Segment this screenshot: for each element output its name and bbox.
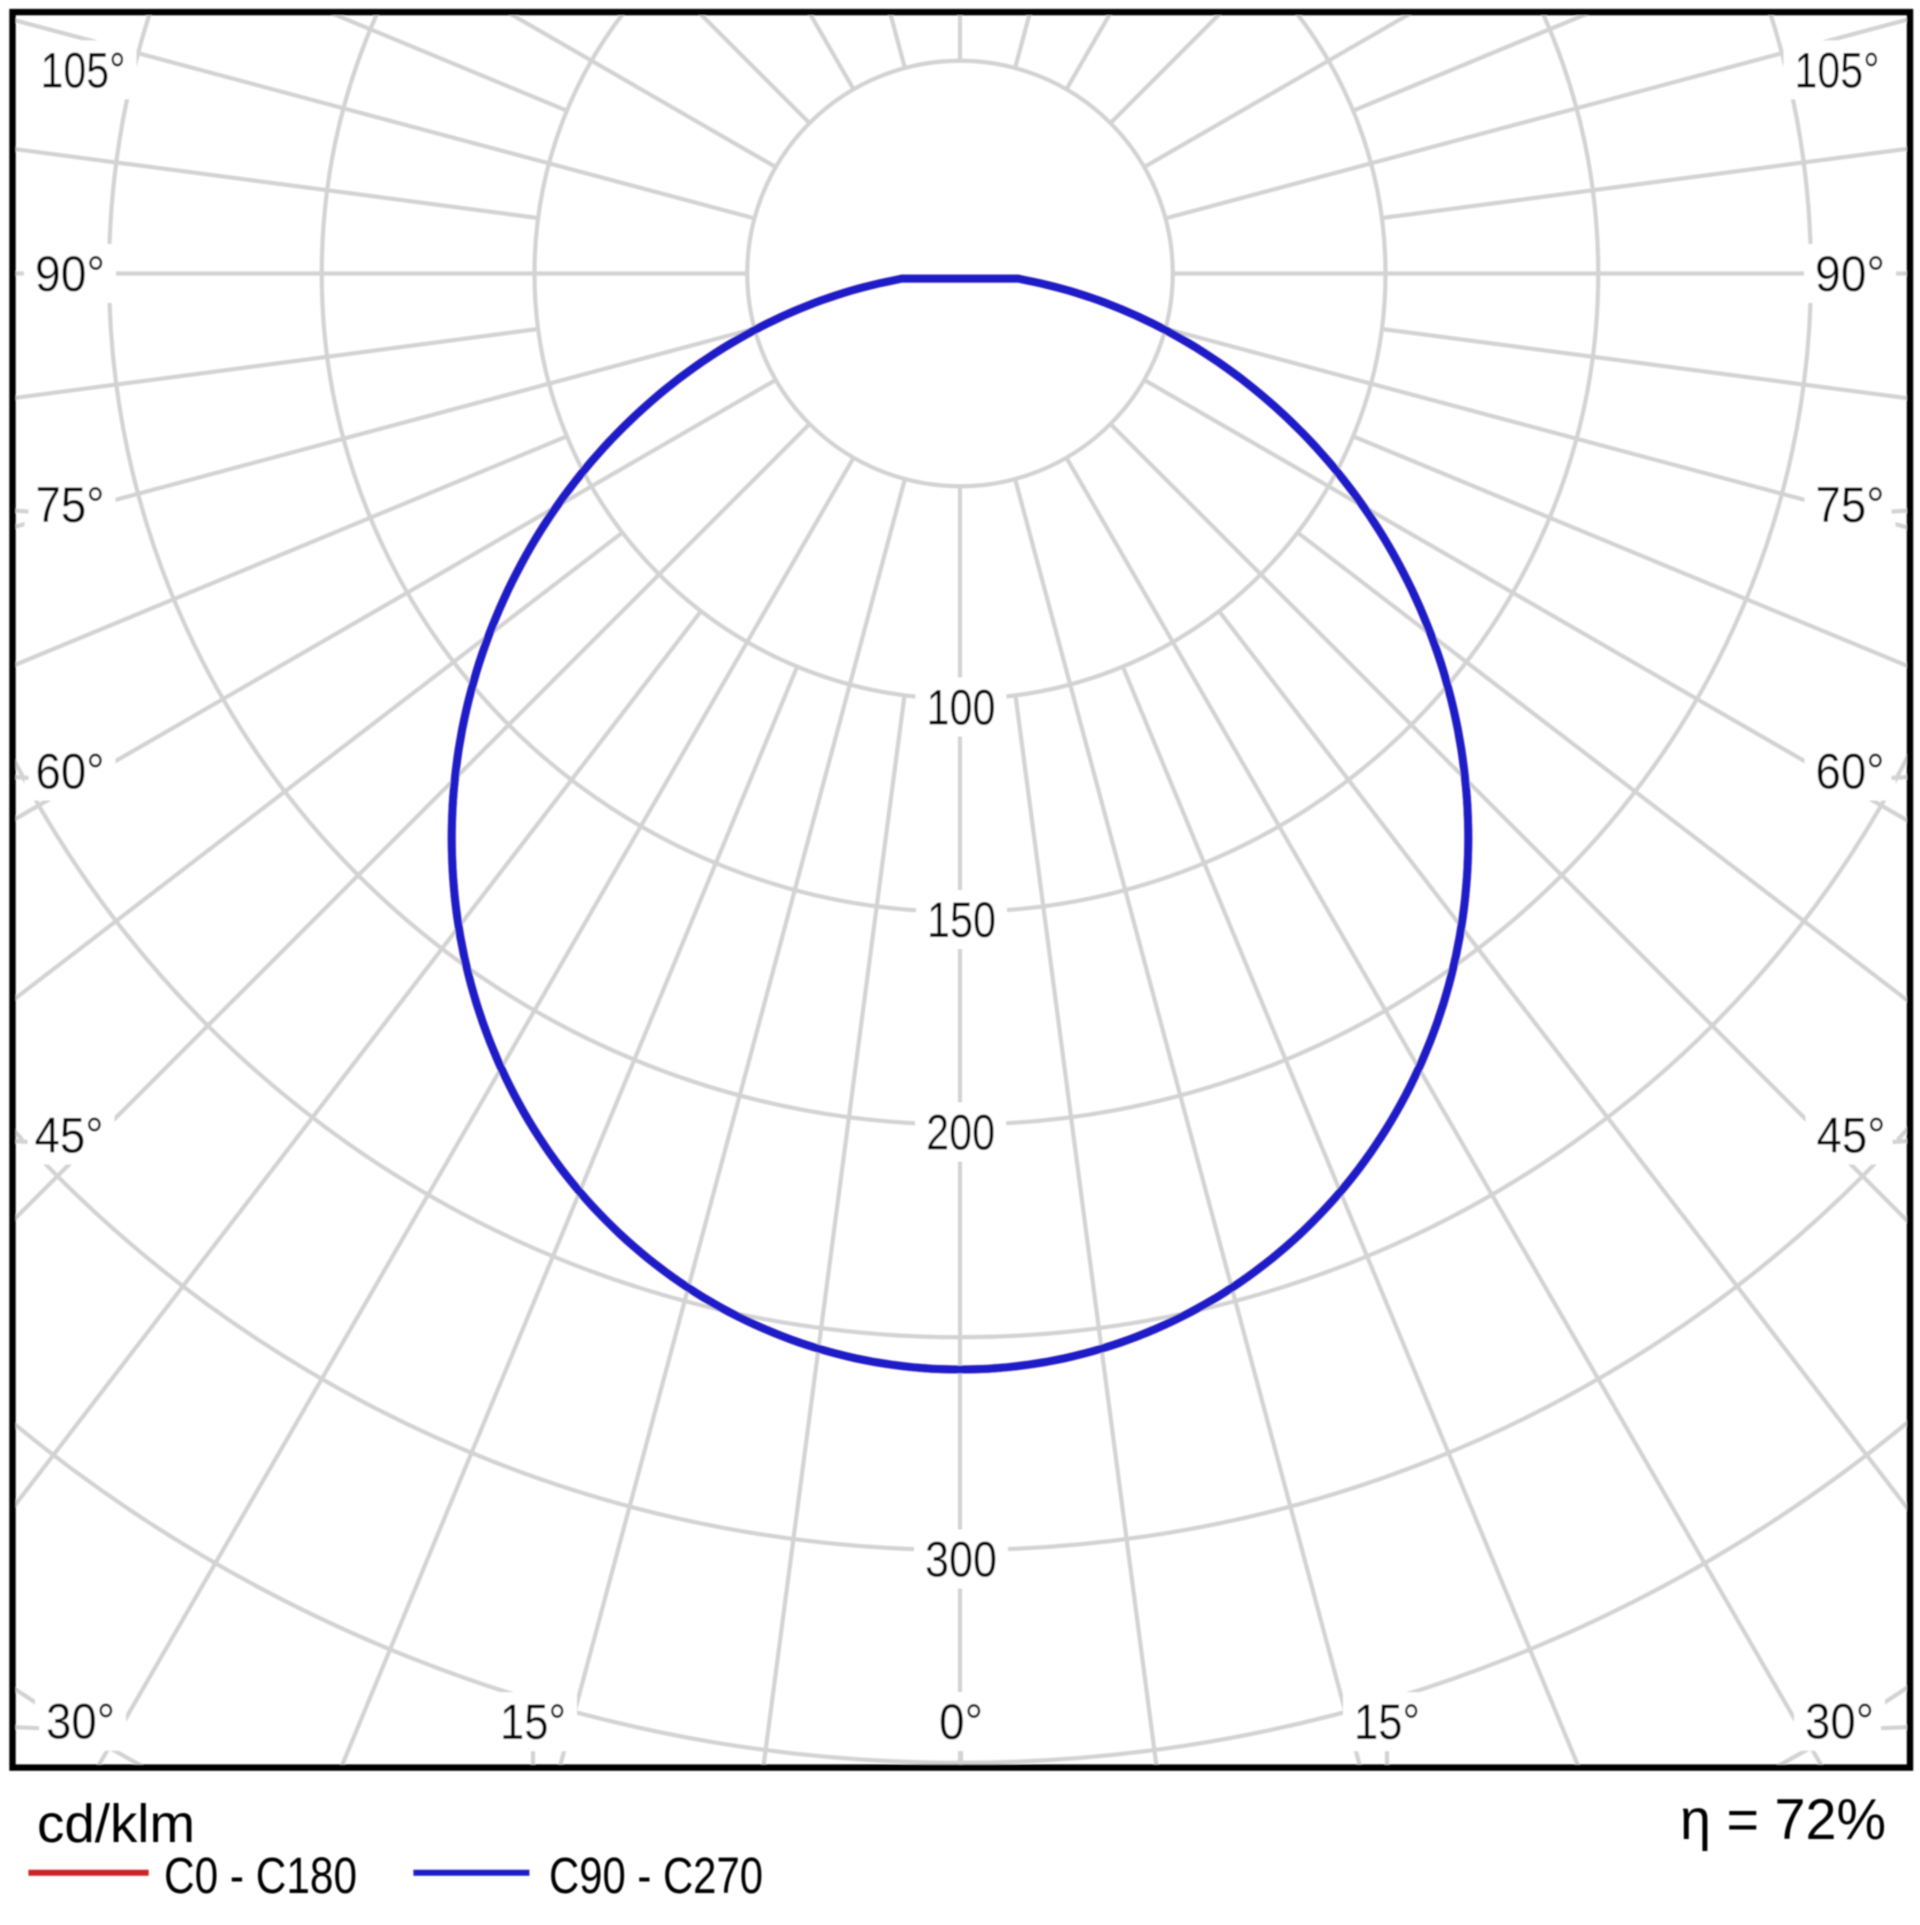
svg-text:30°: 30° bbox=[1805, 1694, 1874, 1750]
svg-text:15°: 15° bbox=[500, 1694, 566, 1750]
svg-text:60°: 60° bbox=[36, 744, 105, 800]
svg-text:C90 - C270: C90 - C270 bbox=[549, 1847, 763, 1904]
svg-text:30°: 30° bbox=[46, 1694, 115, 1750]
svg-text:60°: 60° bbox=[1816, 744, 1885, 800]
svg-text:η = 72%: η = 72% bbox=[1680, 1788, 1886, 1852]
svg-text:45°: 45° bbox=[35, 1108, 104, 1164]
svg-text:105°: 105° bbox=[1795, 42, 1880, 98]
svg-text:300: 300 bbox=[925, 1532, 997, 1588]
svg-text:100: 100 bbox=[927, 680, 996, 736]
svg-text:90°: 90° bbox=[1815, 246, 1885, 302]
svg-text:105°: 105° bbox=[41, 42, 126, 98]
svg-text:15°: 15° bbox=[1354, 1694, 1420, 1750]
svg-text:cd/klm: cd/klm bbox=[37, 1794, 195, 1854]
svg-text:45°: 45° bbox=[1817, 1108, 1886, 1164]
svg-text:75°: 75° bbox=[36, 477, 105, 533]
svg-text:C0 - C180: C0 - C180 bbox=[164, 1847, 357, 1904]
svg-text:90°: 90° bbox=[35, 246, 105, 302]
svg-text:150: 150 bbox=[927, 892, 996, 948]
svg-text:75°: 75° bbox=[1816, 477, 1885, 533]
svg-text:200: 200 bbox=[926, 1105, 995, 1161]
svg-text:0°: 0° bbox=[939, 1694, 983, 1750]
